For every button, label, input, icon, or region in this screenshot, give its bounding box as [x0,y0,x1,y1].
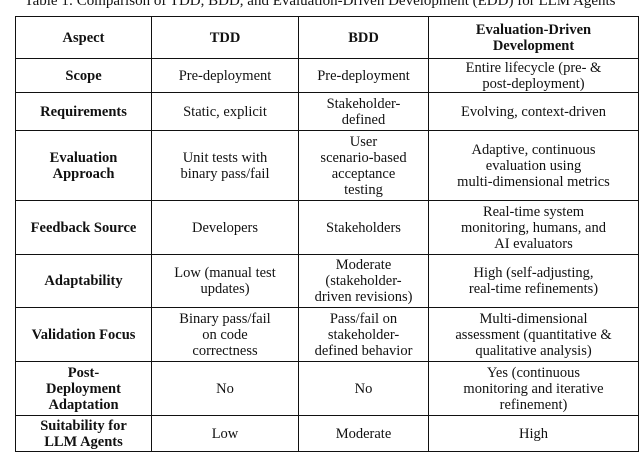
header-bdd: BDD [298,16,429,59]
row-label: Scope [15,58,152,93]
table-row: Validation Focus Binary pass/fail on cod… [15,307,639,362]
edd-cell: Yes (continuous monitoring and iterative… [428,361,639,416]
edd-cell: High (self-adjusting, real-time refineme… [428,254,639,308]
table-row: Feedback Source Developers Stakeholders … [15,200,639,255]
row-label: Feedback Source [15,200,152,255]
tdd-cell: Pre-deployment [151,58,299,93]
bdd-cell: Stakeholders [298,200,429,255]
bdd-cell: No [298,361,429,416]
bdd-cell: Moderate (stakeholder- driven revisions) [298,254,429,308]
tdd-cell: Unit tests with binary pass/fail [151,130,299,201]
table-row: Post- Deployment Adaptation No No Yes (c… [15,361,639,416]
edd-cell: Entire lifecycle (pre- & post-deployment… [428,58,639,93]
header-tdd: TDD [151,16,299,59]
tdd-cell: Developers [151,200,299,255]
row-label: Requirements [15,92,152,131]
edd-cell: Adaptive, continuous evaluation using mu… [428,130,639,201]
header-edd: Evaluation-Driven Development [428,16,639,59]
comparison-table: Aspect TDD BDD Evaluation-Driven Develop… [15,16,639,452]
bdd-cell: Pre-deployment [298,58,429,93]
header-aspect: Aspect [15,16,152,59]
row-label: Suitability for LLM Agents [15,415,152,452]
table-row: Suitability for LLM Agents Low Moderate … [15,415,639,452]
table-caption: Table 1: Comparison of TDD, BDD, and Eva… [24,0,616,9]
tdd-cell: No [151,361,299,416]
edd-cell: Real-time system monitoring, humans, and… [428,200,639,255]
table-row: Scope Pre-deployment Pre-deployment Enti… [15,58,639,93]
table-row: Adaptability Low (manual test updates) M… [15,254,639,308]
bdd-cell: Pass/fail on stakeholder- defined behavi… [298,307,429,362]
tdd-cell: Binary pass/fail on code correctness [151,307,299,362]
table-header-row: Aspect TDD BDD Evaluation-Driven Develop… [15,16,639,59]
row-label: Adaptability [15,254,152,308]
row-label: Evaluation Approach [15,130,152,201]
table-row: Requirements Static, explicit Stakeholde… [15,92,639,131]
edd-cell: High [428,415,639,452]
bdd-cell: Stakeholder- defined [298,92,429,131]
tdd-cell: Low [151,415,299,452]
edd-cell: Evolving, context-driven [428,92,639,131]
bdd-cell: User scenario-based acceptance testing [298,130,429,201]
tdd-cell: Low (manual test updates) [151,254,299,308]
tdd-cell: Static, explicit [151,92,299,131]
table-row: Evaluation Approach Unit tests with bina… [15,130,639,201]
bdd-cell: Moderate [298,415,429,452]
row-label: Post- Deployment Adaptation [15,361,152,416]
edd-cell: Multi-dimensional assessment (quantitati… [428,307,639,362]
row-label: Validation Focus [15,307,152,362]
